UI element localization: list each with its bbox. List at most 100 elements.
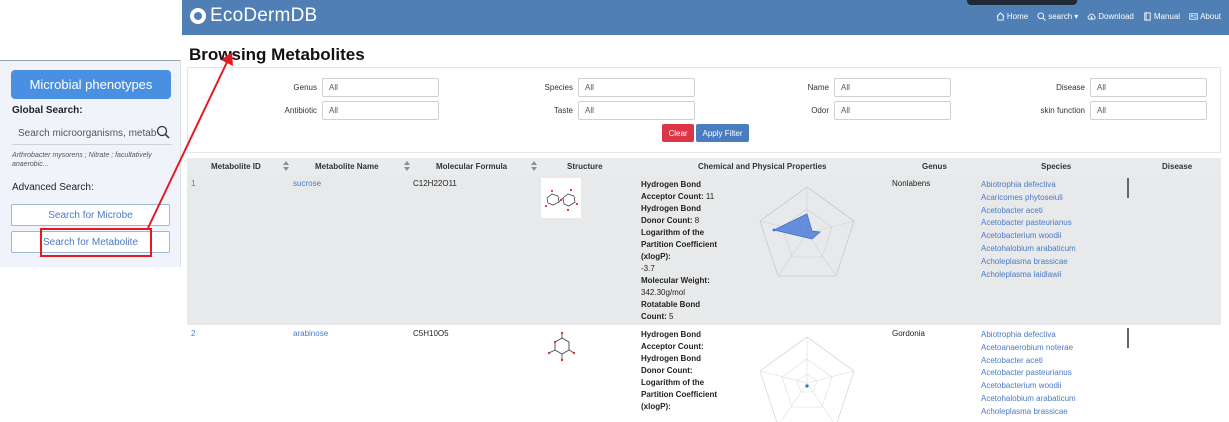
sort-icon[interactable] xyxy=(531,161,537,171)
nav-download-label: Download xyxy=(1098,12,1134,21)
species-link[interactable]: Acetobacter pasteurianus xyxy=(981,218,1072,228)
search-examples[interactable]: Arthrobacter mysorens ; Nitrate ; facult… xyxy=(12,152,152,168)
col-disease: Disease xyxy=(1162,162,1193,171)
clear-button[interactable]: Clear xyxy=(662,124,694,142)
species-link[interactable]: Acaricomes phytoseiuli xyxy=(981,192,1063,202)
mw-label: Molecular Weight: xyxy=(641,276,710,285)
species-link[interactable]: Acetobacterium woodii xyxy=(981,381,1062,391)
filter-disease: Disease All xyxy=(1030,78,1207,97)
species-link[interactable]: Acholeplasma laidlawii xyxy=(981,269,1062,279)
metabolite-name-link[interactable]: arabinose xyxy=(293,329,329,338)
page-title: Browsing Metabolites xyxy=(189,45,365,64)
species-link[interactable]: Acetoanaerobium noterae xyxy=(981,342,1074,352)
structure-image[interactable] xyxy=(541,328,581,368)
global-search-input[interactable]: Search microorganisms, metab xyxy=(12,123,172,145)
genus-value: Nonlabens xyxy=(892,179,931,188)
radar-chart xyxy=(759,186,855,277)
search-metabolite-button[interactable]: Search for Metabolite xyxy=(11,231,170,253)
filter-row: Antibiotic All Taste All Odor All skin f… xyxy=(188,101,1220,121)
col-properties: Chemical and Physical Properties xyxy=(698,162,827,171)
nav-search[interactable]: search ▾ xyxy=(1037,12,1078,21)
search-icon xyxy=(1037,12,1047,21)
species-link[interactable]: Acetohalobium arabaticum xyxy=(981,243,1076,253)
metabolite-id-link[interactable]: 1 xyxy=(191,179,196,188)
search-microbe-button[interactable]: Search for Microbe xyxy=(11,204,170,226)
hbac-label: Hydrogen Bond Acceptor Count: xyxy=(641,330,704,351)
nav-manual[interactable]: Manual xyxy=(1143,12,1180,21)
col-molecular-formula[interactable]: Molecular Formula xyxy=(436,162,508,171)
filter-odor-label: Odor xyxy=(811,106,829,115)
structure-image[interactable] xyxy=(541,178,581,218)
book-icon xyxy=(1144,12,1151,21)
microbial-phenotypes-button[interactable]: Microbial phenotypes xyxy=(11,70,171,99)
species-link[interactable]: Acetobacterium woodii xyxy=(981,231,1062,241)
species-link[interactable]: Acetobacter pasteurianus xyxy=(981,368,1072,378)
hbdc-label: Hydrogen Bond Donor Count: xyxy=(641,354,701,375)
species-filter-input[interactable]: All xyxy=(578,78,695,97)
species-scrollbar[interactable] xyxy=(1127,178,1129,198)
global-search-label: Global Search: xyxy=(12,105,83,116)
col-structure: Structure xyxy=(567,162,603,171)
search-icon[interactable] xyxy=(156,125,170,142)
col-species: Species xyxy=(1041,162,1072,171)
filter-antibiotic: Antibiotic All xyxy=(262,101,439,120)
logp-value: -3.7 xyxy=(641,264,655,273)
disease-filter-input[interactable]: All xyxy=(1090,78,1207,97)
radar-chart xyxy=(759,336,855,422)
nav-search-label: search xyxy=(1048,12,1073,21)
metabolite-id-link[interactable]: 2 xyxy=(191,329,196,338)
mw-value: 342.30g/mol xyxy=(641,288,686,297)
brand-logo-icon xyxy=(190,8,206,24)
hbdc-value: 8 xyxy=(694,216,700,225)
hbac-label: Hydrogen Bond Acceptor Count: xyxy=(641,180,704,201)
molecular-formula: C5H10O5 xyxy=(413,329,449,338)
filter-genus: Genus All xyxy=(262,78,439,97)
taste-filter-input[interactable]: All xyxy=(578,101,695,120)
skin-function-filter-input[interactable]: All xyxy=(1090,101,1207,120)
species-link[interactable]: Abiotrophia defectiva xyxy=(981,180,1056,189)
name-filter-input[interactable]: All xyxy=(834,78,951,97)
genus-value: Gordonia xyxy=(892,329,925,338)
sort-icon[interactable] xyxy=(283,161,289,171)
nav-home-label: Home xyxy=(1006,12,1029,21)
home-icon xyxy=(996,12,1005,21)
table-row: 2 arabinose C5H10O5 Hydrogen Bond Accept… xyxy=(187,325,1221,422)
nav-about-label: About xyxy=(1200,12,1221,21)
advanced-search-label: Advanced Search: xyxy=(12,182,94,193)
nav-manual-label: Manual xyxy=(1153,12,1181,21)
species-link[interactable]: Acholeplasma brassicae xyxy=(981,256,1068,266)
logp-label: Logarithm of the Partition Coefficient (… xyxy=(641,228,718,261)
nav-download[interactable]: Download xyxy=(1087,12,1134,21)
col-genus: Genus xyxy=(922,162,947,171)
sort-icon[interactable] xyxy=(404,161,410,171)
genus-filter-input[interactable]: All xyxy=(322,78,439,97)
species-scrollbar[interactable] xyxy=(1127,328,1129,348)
metabolite-name-link[interactable]: sucrose xyxy=(293,179,322,188)
hbac-value: 11 xyxy=(705,192,715,201)
col-metabolite-name[interactable]: Metabolite Name xyxy=(315,162,379,171)
col-metabolite-id[interactable]: Metabolite ID xyxy=(211,162,261,171)
filter-species: Species All xyxy=(518,78,695,97)
filter-name: Name All xyxy=(774,78,951,97)
filter-name-label: Name xyxy=(807,83,829,92)
antibiotic-filter-input[interactable]: All xyxy=(322,101,439,120)
filter-taste: Taste All xyxy=(518,101,695,120)
nav-home[interactable]: Home xyxy=(996,12,1028,21)
species-link[interactable]: Acholeplasma brassicae xyxy=(981,406,1068,416)
filter-disease-label: Disease xyxy=(1056,83,1085,92)
species-link[interactable]: Acetobacter aceti xyxy=(981,205,1043,215)
filter-antibiotic-label: Antibiotic xyxy=(284,106,317,115)
brand[interactable]: EcoDermDB xyxy=(190,5,317,27)
molecule-diagram xyxy=(547,331,576,362)
properties-block: Hydrogen Bond Acceptor Count: 11 Hydroge… xyxy=(641,179,721,323)
filter-odor: Odor All xyxy=(774,101,951,120)
rbc-value: 5 xyxy=(669,312,674,321)
species-link[interactable]: Abiotrophia defectiva xyxy=(981,330,1056,339)
species-link[interactable]: Acetobacter aceti xyxy=(981,355,1043,365)
species-list: Abiotrophia defectiva Acetoanaerobium no… xyxy=(981,329,1076,419)
apply-filter-button[interactable]: Apply Filter xyxy=(696,124,749,142)
species-link[interactable]: Acetohalobium arabaticum xyxy=(981,393,1076,403)
nav-about[interactable]: About xyxy=(1189,12,1221,21)
odor-filter-input[interactable]: All xyxy=(834,101,951,120)
species-list: Abiotrophia defectiva Acaricomes phytose… xyxy=(981,179,1076,281)
